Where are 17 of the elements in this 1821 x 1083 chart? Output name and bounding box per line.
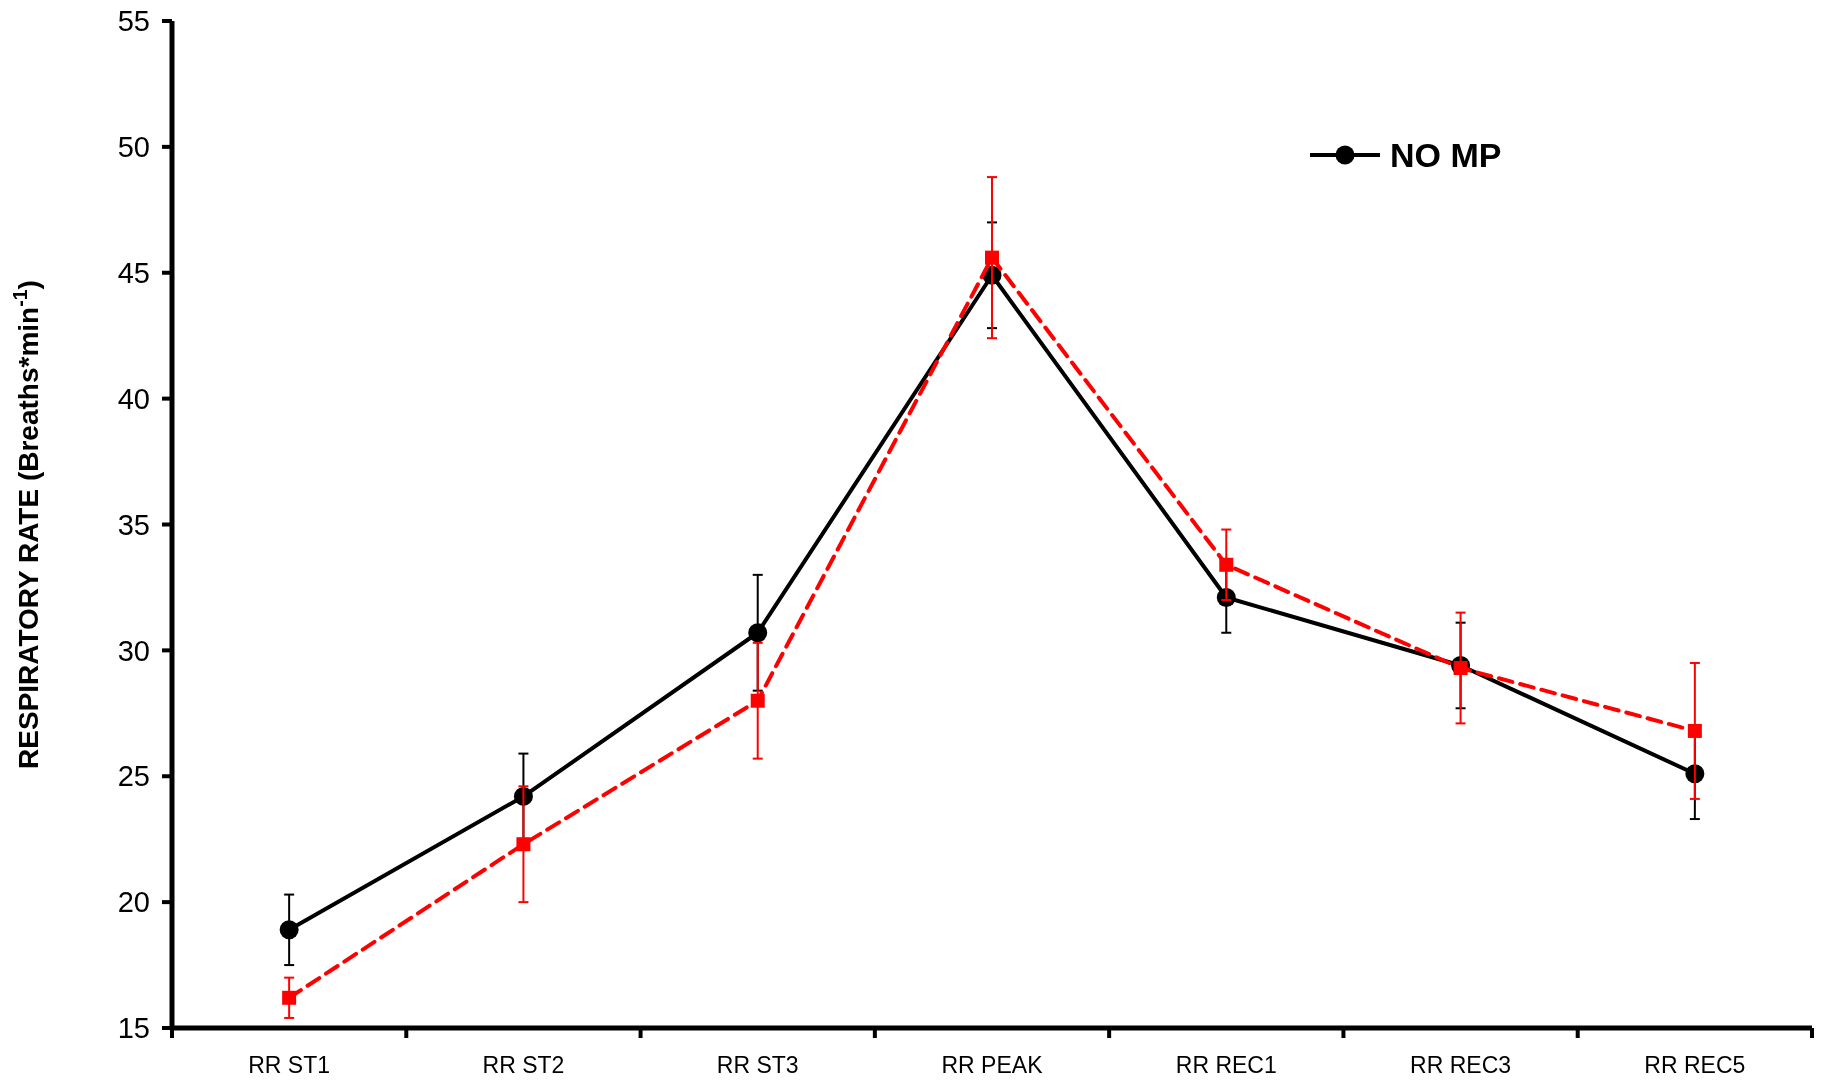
y-tick-label: 30 [117,634,150,667]
x-tick-label: RR REC3 [1410,1052,1512,1078]
y-tick-label: 35 [117,508,150,541]
y-tick-label: 40 [117,382,150,415]
y-tick-label: 20 [117,886,150,919]
x-tick-label: RR PEAK [941,1052,1044,1078]
y-tick-label: 45 [117,256,150,289]
x-tick-label: RR ST2 [482,1052,565,1078]
y-tick-label: 15 [117,1012,150,1045]
y-tick-label: 25 [117,760,150,793]
y-tick-label: 50 [117,131,150,164]
x-tick-label: RR ST3 [716,1052,799,1078]
legend-label: NO MP [1390,135,1502,174]
y-tick-label: 55 [117,5,150,38]
x-tick-label: RR REC5 [1644,1052,1746,1078]
x-tick-label: RR ST1 [248,1052,331,1078]
x-tick-label: RR REC1 [1175,1052,1277,1078]
